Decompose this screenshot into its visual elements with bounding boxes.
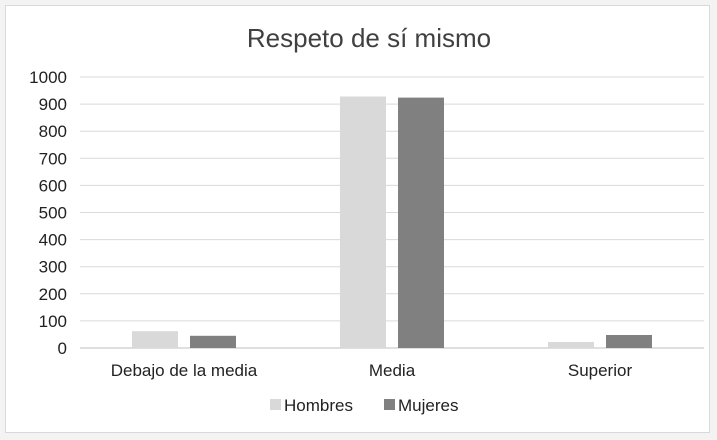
y-tick-label: 0 — [58, 339, 67, 358]
x-axis-categories: Debajo de la media Media Superior — [111, 361, 633, 380]
bar-mujeres-1 — [398, 97, 444, 348]
y-tick-label: 100 — [39, 312, 67, 331]
y-axis-ticks: 0 100 200 300 400 500 600 700 800 900 1000 — [29, 68, 67, 358]
y-tick-label: 500 — [39, 204, 67, 223]
y-tick-label: 300 — [39, 258, 67, 277]
x-category-label: Debajo de la media — [111, 361, 258, 380]
gridlines — [80, 76, 704, 349]
bar-chart: Respeto de sí mismo 0 100 200 300 400 500 600 7… — [29, 23, 704, 415]
bars — [132, 96, 652, 349]
bar-hombres-1 — [340, 96, 386, 349]
legend-label-mujeres: Mujeres — [398, 396, 458, 415]
x-category-label: Media — [369, 361, 416, 380]
bar-hombres-2 — [548, 342, 594, 348]
legend-label-hombres: Hombres — [284, 396, 353, 415]
bar-hombres-0 — [132, 331, 178, 348]
y-tick-label: 600 — [39, 176, 67, 195]
y-tick-label: 700 — [39, 149, 67, 168]
bar-mujeres-0 — [190, 335, 236, 348]
chart-frame: Respeto de sí mismo 0 100 200 300 400 500 600 7… — [5, 5, 710, 433]
y-tick-label: 400 — [39, 231, 67, 250]
y-tick-label: 1000 — [29, 68, 67, 87]
y-tick-label: 900 — [39, 95, 67, 114]
y-tick-label: 800 — [39, 122, 67, 141]
chart-title: Respeto de sí mismo — [247, 23, 491, 53]
bar-mujeres-2 — [606, 334, 652, 348]
x-category-label: Superior — [568, 361, 633, 380]
legend-swatch-hombres — [270, 399, 281, 410]
y-tick-label: 200 — [39, 285, 67, 304]
legend-swatch-mujeres — [384, 399, 395, 410]
legend: Hombres Mujeres — [270, 396, 458, 415]
